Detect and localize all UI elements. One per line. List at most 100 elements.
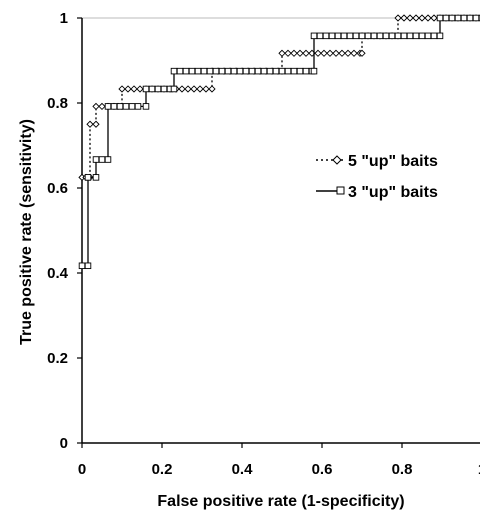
- data-point-square: [148, 85, 156, 93]
- data-point-square: [412, 32, 420, 40]
- data-point-diamond: [184, 85, 192, 93]
- data-point-square: [142, 85, 150, 93]
- data-point-diamond: [296, 49, 304, 57]
- data-point-diamond: [344, 49, 352, 57]
- data-point-diamond: [314, 49, 322, 57]
- data-point-diamond: [400, 14, 408, 22]
- x-tick-label: 0.6: [312, 461, 333, 478]
- data-point-diamond: [190, 85, 198, 93]
- data-point-diamond: [326, 49, 334, 57]
- data-point-square: [104, 156, 112, 163]
- data-point-square: [170, 85, 178, 93]
- x-tick-label: 1: [478, 461, 480, 478]
- data-point-square: [224, 67, 232, 75]
- data-point-diamond: [178, 85, 186, 93]
- data-point-diamond: [358, 49, 366, 57]
- data-point-square: [364, 32, 372, 40]
- y-tick-label: 0.2: [47, 350, 68, 367]
- data-point-square: [382, 32, 390, 40]
- data-point-diamond: [86, 120, 94, 128]
- x-tick-label: 0.2: [152, 461, 173, 478]
- y-tick-label: 1: [60, 10, 68, 27]
- legend-item-5-up-baits: 5 "up" baits: [316, 153, 438, 170]
- data-point-diamond: [418, 14, 426, 22]
- data-point-square: [188, 67, 196, 75]
- data-point-square: [182, 67, 190, 75]
- data-point-square: [370, 32, 378, 40]
- data-point-square: [296, 67, 304, 75]
- data-point-square: [406, 32, 414, 40]
- data-point-square: [248, 67, 256, 75]
- data-point-square: [278, 67, 286, 75]
- data-point-diamond: [338, 49, 346, 57]
- x-tick-label: 0.4: [232, 461, 254, 478]
- x-axis-ticks: 0 0.2 0.4 0.6 0.8 1: [78, 443, 480, 478]
- data-point-diamond: [130, 85, 138, 93]
- plot-frame: [81, 17, 480, 444]
- y-axis-ticks: 0 0.2 0.4 0.6 0.8 1: [47, 10, 82, 452]
- data-point-diamond: [430, 14, 438, 22]
- data-point-diamond: [98, 102, 106, 111]
- data-point-square: [110, 103, 118, 110]
- data-point-square: [104, 103, 112, 110]
- data-point-square: [284, 67, 292, 75]
- data-point-square: [122, 103, 130, 110]
- data-point-square: [134, 103, 142, 110]
- data-point-square: [388, 32, 396, 40]
- data-point-square: [472, 14, 480, 22]
- data-point-diamond: [92, 102, 100, 111]
- data-point-square: [322, 32, 330, 40]
- data-point-square: [260, 67, 268, 75]
- data-point-square: [218, 67, 226, 75]
- legend-label-3-up-baits: 3 "up" baits: [348, 184, 438, 201]
- data-point-square: [376, 32, 384, 40]
- data-point-square: [424, 32, 432, 40]
- legend-item-3-up-baits: 3 "up" baits: [316, 184, 438, 201]
- data-point-diamond: [412, 14, 420, 22]
- data-point-diamond: [406, 14, 414, 22]
- data-point-square: [154, 85, 162, 93]
- data-point-square: [442, 14, 450, 22]
- data-point-diamond: [196, 85, 204, 93]
- data-point-square: [328, 32, 336, 40]
- data-point-square: [78, 262, 86, 270]
- data-point-diamond: [302, 49, 310, 57]
- data-point-square: [236, 67, 244, 75]
- x-tick-label: 0.8: [392, 461, 413, 478]
- data-point-square: [290, 67, 298, 75]
- data-point-square: [436, 14, 444, 22]
- y-tick-label: 0.6: [47, 180, 68, 197]
- data-point-square: [272, 67, 280, 75]
- data-point-square: [92, 156, 100, 163]
- data-point-square: [316, 32, 324, 40]
- data-point-diamond: [350, 49, 358, 57]
- series-layer: [78, 14, 480, 270]
- data-point-square: [346, 32, 354, 40]
- legend-label-5-up-baits: 5 "up" baits: [348, 153, 438, 170]
- data-point-square: [92, 174, 100, 181]
- data-point-square: [230, 67, 238, 75]
- data-point-diamond: [320, 49, 328, 57]
- data-point-square: [200, 67, 208, 75]
- data-point-square: [160, 85, 168, 93]
- legend-marker-diamond: [332, 155, 342, 165]
- data-point-square: [436, 32, 444, 40]
- data-point-square: [84, 262, 92, 270]
- data-point-diamond: [202, 85, 210, 93]
- data-point-diamond: [118, 85, 126, 93]
- data-point-diamond: [136, 85, 144, 93]
- y-axis-title: True positive rate (sensitivity): [18, 119, 35, 345]
- y-tick-label: 0.4: [47, 265, 69, 282]
- data-point-square: [310, 67, 318, 75]
- data-point-square: [358, 32, 366, 40]
- x-axis-title: False positive rate (1-specificity): [157, 493, 404, 510]
- data-point-square: [176, 67, 184, 75]
- data-point-square: [98, 156, 106, 163]
- data-point-square: [460, 14, 468, 22]
- data-point-square: [400, 32, 408, 40]
- data-point-square: [302, 67, 310, 75]
- x-tick-label: 0: [78, 461, 86, 478]
- data-point-diamond: [284, 49, 292, 57]
- data-point-square: [84, 174, 92, 181]
